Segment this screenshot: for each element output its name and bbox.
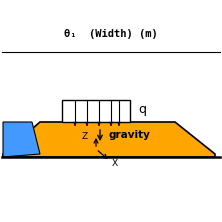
Text: X: X <box>112 159 118 168</box>
Text: Z: Z <box>82 132 88 141</box>
Polygon shape <box>3 122 215 157</box>
Polygon shape <box>3 122 40 157</box>
Text: θ₁  (Width) (m): θ₁ (Width) (m) <box>64 29 158 39</box>
Text: q: q <box>138 103 146 115</box>
Text: gravity: gravity <box>108 130 150 140</box>
Bar <box>62 100 130 122</box>
